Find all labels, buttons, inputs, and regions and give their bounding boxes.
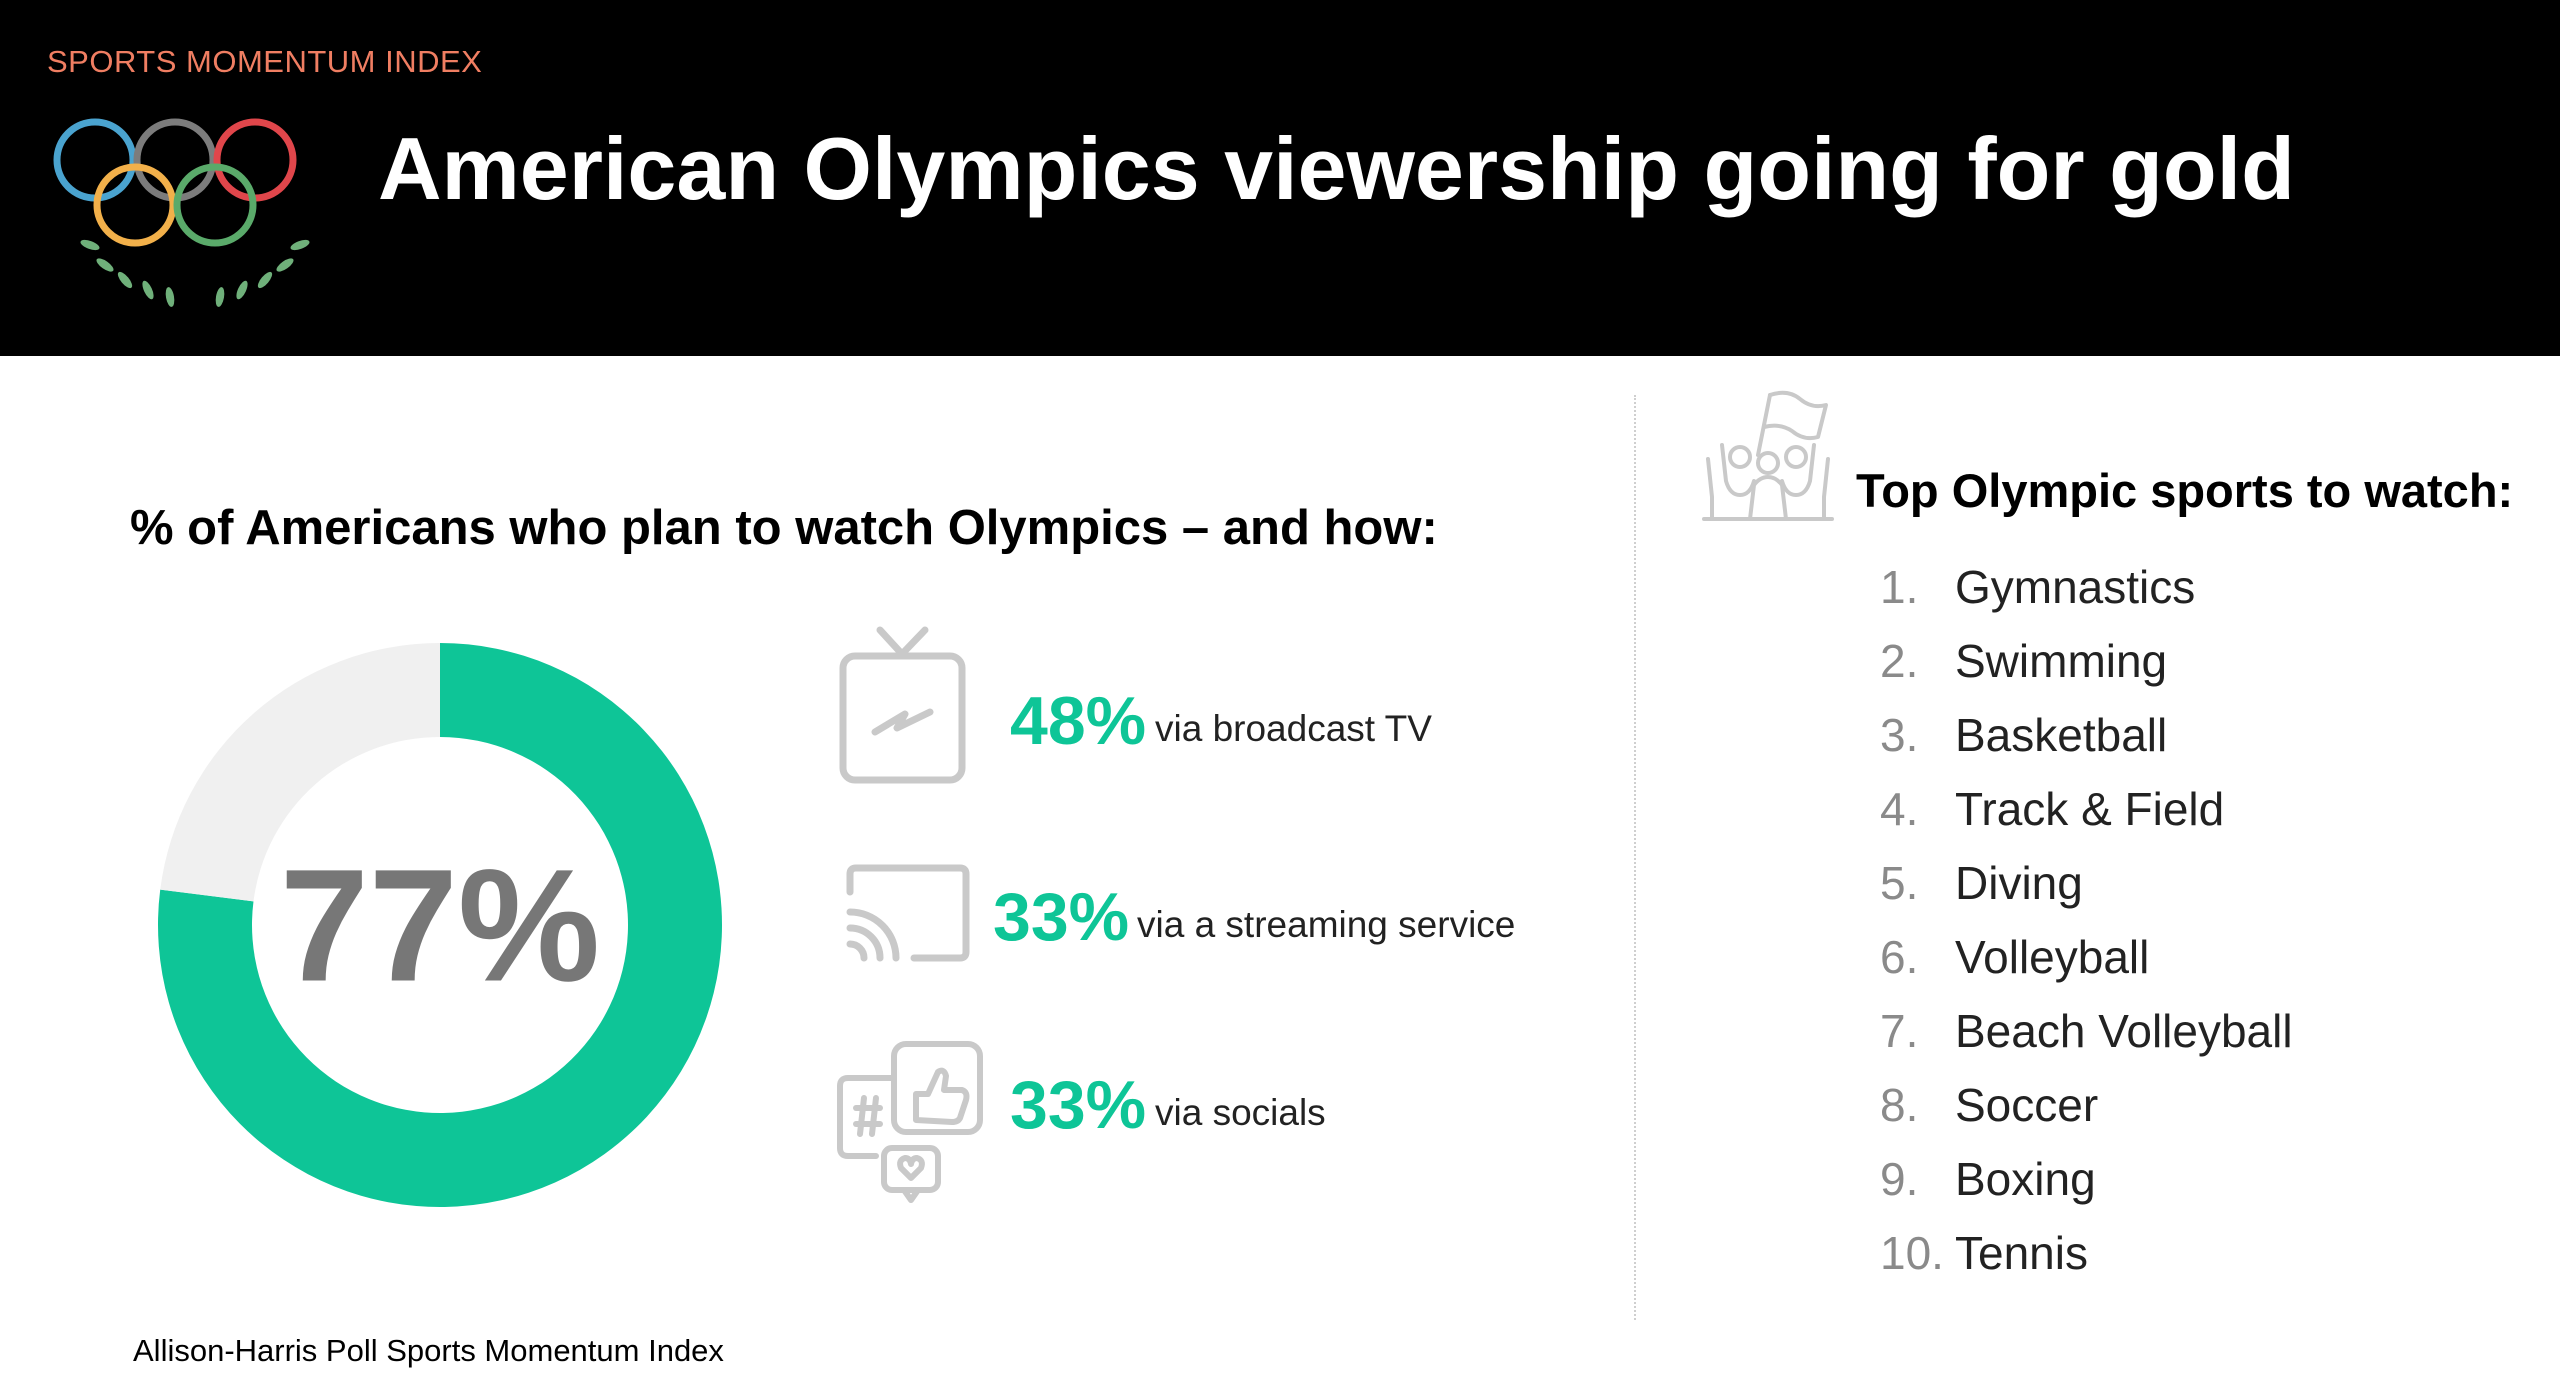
source-note: Allison-Harris Poll Sports Momentum Inde… bbox=[133, 1333, 724, 1368]
olympic-rings-laurel-icon bbox=[53, 118, 310, 307]
donut-segment-watch bbox=[157, 643, 722, 1207]
olympic-ring bbox=[93, 163, 177, 247]
channel-pct-streaming: 33% bbox=[993, 879, 1130, 955]
list-item-number: 9. bbox=[1880, 1153, 1919, 1205]
list-item-number: 8. bbox=[1880, 1079, 1919, 1131]
list-item-name: Volleyball bbox=[1955, 931, 2150, 983]
cast-screen-icon bbox=[846, 864, 970, 962]
channel-pct-socials: 33% bbox=[1010, 1067, 1147, 1143]
list-item-name: Beach Volleyball bbox=[1955, 1005, 2293, 1057]
list-item-number: 5. bbox=[1880, 857, 1919, 909]
laurel-leaf bbox=[80, 239, 100, 251]
list-item-number: 3. bbox=[1880, 709, 1919, 761]
laurel-leaf bbox=[215, 287, 225, 307]
laurel-leaf bbox=[142, 280, 154, 300]
cheering-fans-icon bbox=[1702, 390, 1834, 521]
list-item-number: 2. bbox=[1880, 635, 1919, 687]
panel-divider bbox=[1634, 395, 1636, 1320]
channel-label-socials: via socials bbox=[1155, 1092, 1326, 1133]
list-item-number: 7. bbox=[1880, 1005, 1919, 1057]
page-title: American Olympics viewership going for g… bbox=[378, 119, 2295, 218]
list-item-number: 1. bbox=[1880, 561, 1919, 613]
list-item-name: Soccer bbox=[1955, 1079, 2099, 1131]
laurel-leaf bbox=[117, 271, 133, 289]
laurel-leaf bbox=[165, 287, 175, 307]
tv-icon bbox=[839, 626, 966, 784]
laurel-leaf bbox=[276, 258, 294, 272]
list-item-number: 10. bbox=[1880, 1227, 1944, 1279]
donut-center-label: 77% bbox=[280, 836, 600, 1015]
list-item-name: Gymnastics bbox=[1955, 561, 2196, 613]
olympic-ring bbox=[133, 118, 217, 202]
list-item-name: Boxing bbox=[1955, 1153, 2096, 1205]
olympic-ring bbox=[173, 163, 257, 247]
list-item-number: 4. bbox=[1880, 783, 1919, 835]
olympic-ring bbox=[53, 118, 137, 202]
chart-title: % of Americans who plan to watch Olympic… bbox=[130, 501, 1438, 555]
channel-label-streaming: via a streaming service bbox=[1137, 904, 1516, 945]
laurel-leaf bbox=[236, 280, 248, 300]
sports-list-title: Top Olympic sports to watch: bbox=[1856, 464, 2514, 517]
olympic-ring bbox=[213, 118, 297, 202]
social-media-icon bbox=[837, 1041, 983, 1203]
list-item-number: 6. bbox=[1880, 931, 1919, 983]
list-item-name: Track & Field bbox=[1955, 783, 2225, 835]
kicker-text: SPORTS MOMENTUM INDEX bbox=[47, 44, 483, 79]
channel-label-broadcast: via broadcast TV bbox=[1155, 708, 1432, 749]
list-item-name: Tennis bbox=[1955, 1227, 2088, 1279]
list-item-name: Diving bbox=[1955, 857, 2083, 909]
list-item-name: Basketball bbox=[1955, 709, 2168, 761]
list-item-name: Swimming bbox=[1955, 635, 2168, 687]
donut-segment-remainder bbox=[160, 643, 441, 902]
donut-chart: 77% bbox=[157, 643, 722, 1207]
laurel-leaf bbox=[96, 258, 114, 272]
laurel-leaf bbox=[290, 239, 310, 251]
header-banner: SPORTS MOMENTUM INDEX American Olympics … bbox=[0, 0, 2560, 356]
channel-pct-broadcast: 48% bbox=[1010, 683, 1147, 759]
laurel-leaf bbox=[257, 271, 273, 289]
